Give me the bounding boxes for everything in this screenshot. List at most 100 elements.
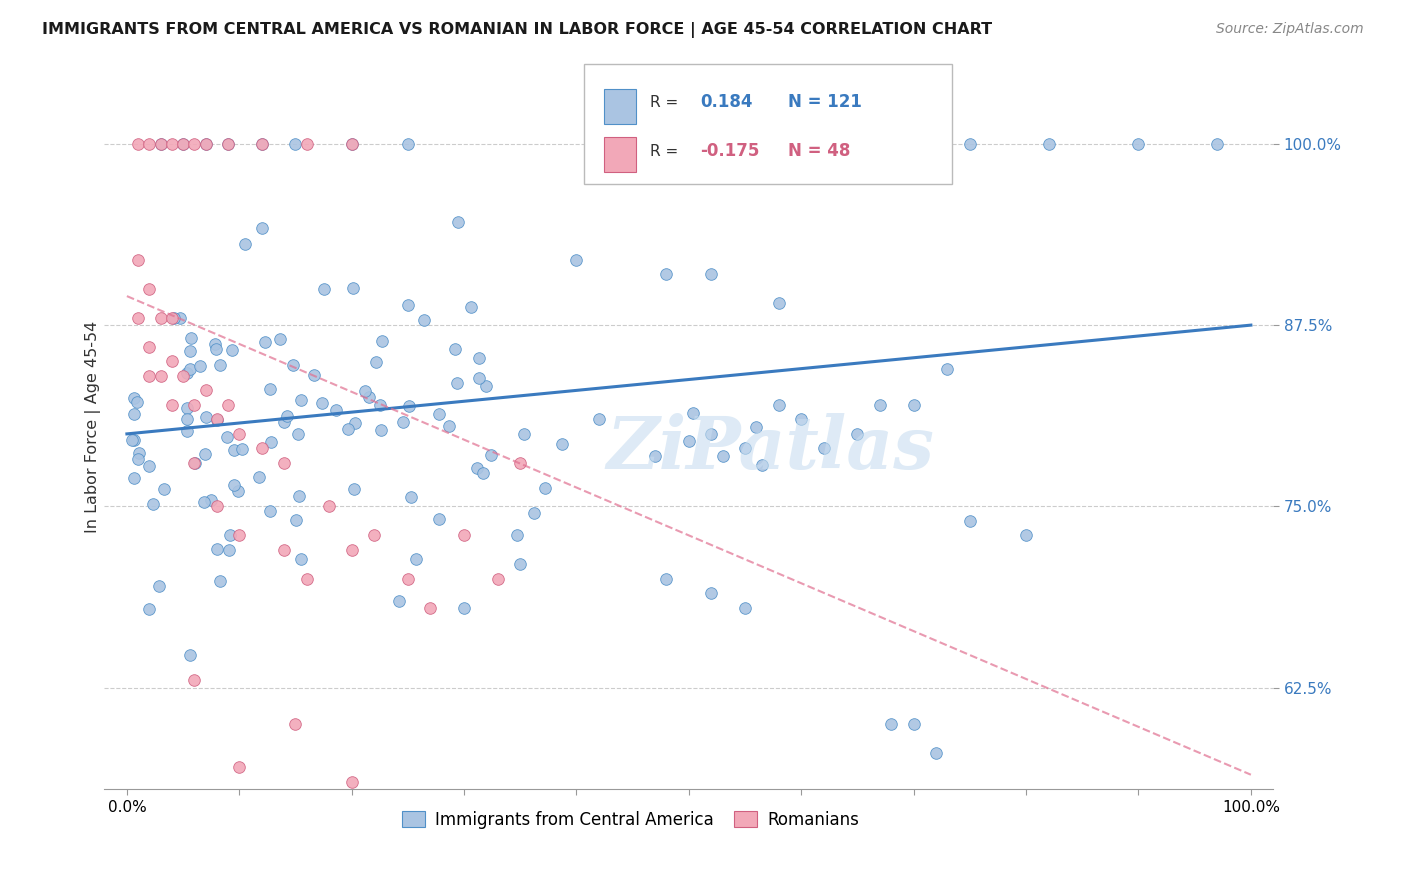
Point (260, 435, 283, 450)
Point (959, 514, 981, 528)
Point (396, 572, 419, 586)
Point (149, 368, 172, 383)
Point (259, 382, 281, 396)
Point (127, 136, 149, 151)
Point (194, 136, 217, 151)
Point (465, 461, 488, 475)
Point (370, 398, 392, 412)
Point (325, 403, 347, 417)
Point (290, 551, 312, 566)
Point (228, 426, 250, 441)
Text: ZiPatlas: ZiPatlas (607, 413, 935, 483)
Point (506, 528, 529, 542)
Point (247, 469, 270, 483)
Point (550, 437, 572, 451)
Point (468, 351, 491, 366)
Point (734, 136, 756, 151)
Legend: Immigrants from Central America, Romanians: Immigrants from Central America, Romania… (395, 804, 866, 835)
FancyBboxPatch shape (583, 64, 952, 184)
Point (392, 415, 415, 429)
Point (768, 296, 790, 310)
Point (363, 528, 385, 542)
Point (302, 368, 325, 383)
Point (460, 300, 482, 314)
Point (790, 412, 813, 426)
Point (276, 409, 298, 424)
Point (588, 412, 610, 426)
Point (751, 458, 773, 472)
Point (204, 342, 226, 356)
Point (447, 215, 470, 229)
Point (523, 506, 546, 520)
Point (121, 433, 143, 447)
Point (218, 542, 240, 557)
Point (217, 136, 239, 151)
Point (745, 419, 768, 434)
Point (682, 406, 704, 420)
Point (295, 572, 318, 586)
Point (366, 355, 388, 369)
Point (217, 398, 239, 412)
Point (444, 343, 467, 357)
Point (169, 310, 191, 325)
Bar (603, 88, 637, 123)
Point (396, 136, 419, 151)
Point (288, 490, 311, 504)
Point (138, 136, 160, 151)
Point (405, 552, 427, 566)
Point (396, 298, 419, 312)
Point (644, 449, 666, 463)
Point (138, 368, 160, 383)
Point (453, 528, 475, 542)
Point (259, 504, 281, 518)
Text: R =: R = (651, 144, 683, 159)
Point (172, 368, 194, 383)
Point (1206, 136, 1229, 151)
Point (194, 447, 217, 461)
Point (655, 572, 678, 586)
Point (193, 495, 215, 509)
Text: N = 48: N = 48 (789, 142, 851, 160)
Point (231, 442, 253, 456)
Point (183, 136, 205, 151)
Point (734, 601, 756, 615)
Point (188, 359, 211, 373)
Point (281, 358, 304, 372)
Point (122, 407, 145, 421)
Point (218, 528, 240, 542)
Point (1015, 528, 1038, 542)
Point (284, 136, 307, 151)
Point (176, 366, 198, 380)
Point (340, 542, 363, 557)
Point (336, 422, 359, 436)
Point (142, 497, 165, 511)
Point (224, 477, 246, 491)
Point (153, 482, 176, 496)
Point (513, 427, 536, 442)
Point (163, 310, 186, 325)
Point (226, 483, 249, 498)
Point (655, 268, 678, 282)
Point (138, 459, 160, 474)
Point (273, 415, 295, 429)
Point (700, 426, 723, 441)
Point (228, 760, 250, 774)
Point (172, 136, 194, 151)
Point (936, 361, 959, 376)
Point (343, 416, 366, 430)
Point (250, 136, 273, 151)
Point (343, 482, 366, 496)
Text: N = 121: N = 121 (789, 94, 862, 112)
Point (176, 401, 198, 416)
Point (124, 391, 146, 405)
Point (194, 136, 217, 151)
Bar (603, 137, 637, 172)
Point (180, 331, 202, 345)
Point (869, 398, 891, 412)
Point (284, 513, 307, 527)
Point (149, 136, 172, 151)
Point (534, 481, 557, 495)
Point (127, 310, 149, 325)
Point (128, 446, 150, 460)
Point (205, 412, 228, 426)
